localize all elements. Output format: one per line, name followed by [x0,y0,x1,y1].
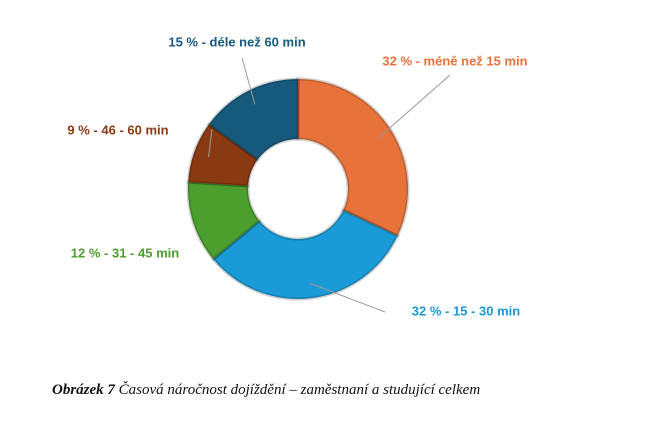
leader-line [208,128,213,157]
data-label: 9 % - 46 - 60 min [67,122,168,137]
leader-line [241,57,256,105]
leader-line [309,282,386,313]
leader-line [377,74,451,139]
donut-slice [296,77,410,238]
data-label: 12 % - 31 - 45 min [71,245,179,260]
caption-text: Časová náročnost dojíždění – zaměstnaní … [114,382,481,398]
caption: Obrázek 7 Časová náročnost dojíždění – z… [52,382,480,399]
chart: 32 % - méně než 15 min 32 % - 15 - 30 min… [67,34,527,318]
data-label: 32 % - méně než 15 min [382,53,527,68]
caption-label: Obrázek 7 [52,382,115,398]
donut-slice [186,180,262,262]
data-label: 15 % - déle než 60 min [168,34,305,49]
donut-slice [206,77,300,162]
donut-slice [211,208,400,301]
donut-slice [186,122,260,188]
data-label: 32 % - 15 - 30 min [412,303,520,318]
